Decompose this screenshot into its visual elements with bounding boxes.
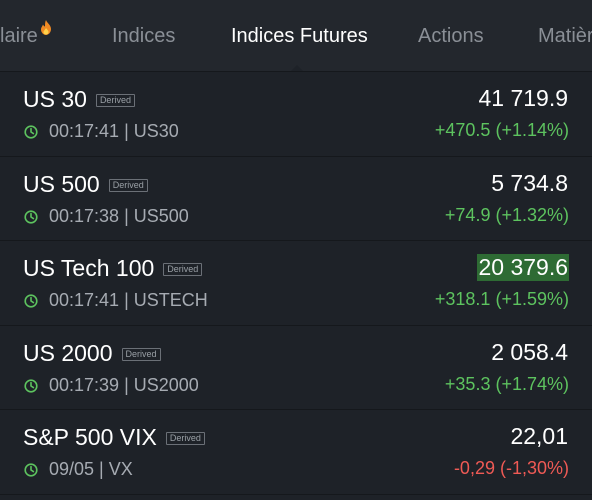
instrument-time-symbol: 00:17:41 | US30 [49, 121, 179, 141]
clock-icon [24, 125, 38, 139]
instrument-price: 5 734.8 [491, 169, 568, 196]
instrument-time-symbol: 00:17:38 | US500 [49, 205, 189, 226]
clock-icon [24, 463, 38, 477]
instrument-name-wrap: US Tech 100 Derived [23, 255, 203, 282]
instrument-change: -0,29 (-1,30%) [453, 458, 569, 478]
tab-bar: laire Indices Indices Futures Actions Ma… [0, 0, 592, 72]
instrument-name: S&P 500 VIX [23, 424, 157, 450]
derived-badge: Derived [163, 263, 203, 276]
derived-badge: Derived [121, 347, 161, 361]
instrument-row-us2000[interactable]: US 2000 Derived 00:17:39 | US2000 2 058.4… [0, 325, 592, 410]
instrument-price-highlighted: 20 379.6 [477, 254, 569, 281]
instrument-name: US Tech 100 [23, 255, 155, 281]
instrument-time-symbol: 09/05 | VX [49, 459, 133, 479]
instrument-name-wrap: US 2000 Derived [23, 340, 161, 367]
instrument-name: US 2000 [23, 339, 113, 366]
instrument-name-wrap: US 500 Derived [23, 171, 148, 198]
instrument-list: US 30 Derived 00:17:41 | US30 41 719.9 +4… [0, 72, 592, 495]
instrument-row-vix[interactable]: S&P 500 VIX Derived 09/05 | VX 22,01 -0,2… [0, 410, 592, 495]
instrument-row-us500[interactable]: US 500 Derived 00:17:38 | US500 5 734.8 +… [0, 156, 592, 241]
derived-badge: Derived [165, 432, 205, 445]
clock-icon [24, 294, 38, 308]
instrument-time-symbol: 00:17:41 | USTECH [49, 290, 208, 310]
instrument-change: +470.5 (+1.14%) [434, 120, 569, 140]
instrument-name-wrap: US 30 Derived [23, 86, 135, 113]
instrument-change: +318.1 (+1.59%) [434, 289, 569, 309]
instrument-row-ustech[interactable]: US Tech 100 Derived 00:17:41 | USTECH 20 … [0, 241, 592, 326]
tab-indices-futures[interactable]: Indices Futures [231, 25, 368, 47]
instrument-row-us30[interactable]: US 30 Derived 00:17:41 | US30 41 719.9 +4… [0, 72, 592, 157]
tab-actions[interactable]: Actions [418, 25, 484, 47]
instrument-time-symbol: 00:17:39 | US2000 [49, 374, 199, 395]
instrument-price: 41 719.9 [478, 85, 568, 111]
tab-matieres[interactable]: Matièr [538, 25, 592, 47]
instrument-change: +35.3 (+1.74%) [444, 373, 569, 394]
tab-populaire[interactable]: laire [0, 25, 38, 47]
instrument-name-wrap: S&P 500 VIX Derived [23, 424, 205, 451]
derived-badge: Derived [108, 178, 148, 192]
instrument-change: +74.9 (+1.32%) [444, 204, 569, 225]
instrument-price: 22,01 [510, 423, 568, 449]
clock-icon [24, 209, 38, 224]
clock-icon [24, 378, 38, 393]
active-tab-indicator [290, 65, 304, 71]
instrument-name: US 30 [23, 86, 87, 112]
instrument-price: 2 058.4 [491, 338, 568, 365]
flame-icon [41, 20, 51, 35]
tab-indices[interactable]: Indices [112, 25, 176, 47]
derived-badge: Derived [95, 94, 135, 107]
instrument-name: US 500 [23, 170, 100, 197]
